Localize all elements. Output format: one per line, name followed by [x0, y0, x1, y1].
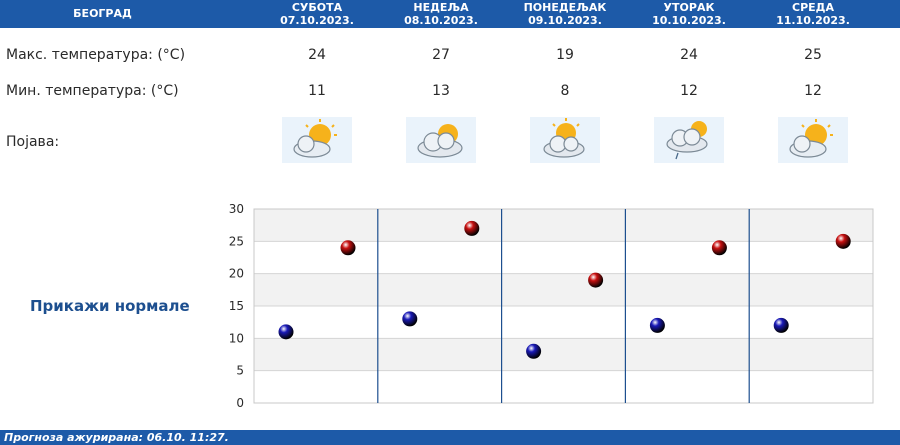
day-header-4: УТОРАК 10.10.2023. [627, 0, 751, 29]
forecast-updated-text: Прогноза ажурирана: 06.10. 11:27. [4, 431, 229, 444]
day-name: СРЕДА [792, 1, 834, 14]
sun-cloud-icon [282, 117, 352, 163]
day-header-1: СУБОТА 07.10.2023. [255, 0, 379, 29]
y-tick-label: 10 [229, 331, 244, 345]
footer-bar: Прогноза ажурирана: 06.10. 11:27. [0, 430, 900, 445]
city-name: БЕОГРАД [73, 7, 132, 20]
min-temp-label: Мин. температура: (°C) [6, 83, 179, 99]
chart-band [254, 338, 873, 371]
day-header-2: НЕДЕЉА 08.10.2023. [379, 0, 503, 29]
day-date: 10.10.2023. [652, 14, 726, 27]
cloud-rain-sun-icon [654, 117, 724, 163]
max-temp-value: 19 [556, 47, 574, 63]
day-date: 07.10.2023. [280, 14, 354, 27]
day-name: УТОРАК [663, 1, 715, 14]
y-tick-label: 30 [229, 202, 244, 216]
day-name: ПОНЕДЕЉАК [523, 1, 607, 14]
temperature-chart: 0 5 10 15 20 25 30 [229, 202, 874, 410]
day-date: 08.10.2023. [404, 14, 478, 27]
day-name: СУБОТА [291, 1, 343, 14]
day-date: 11.10.2023. [776, 14, 850, 27]
phenomenon-label: Појава: [6, 134, 60, 150]
min-temp-point [278, 324, 294, 340]
sun-cloud-icon [778, 117, 848, 163]
day-header-3: ПОНЕДЕЉАК 09.10.2023. [503, 0, 627, 29]
day-date: 09.10.2023. [528, 14, 602, 27]
min-temp-point [649, 317, 665, 333]
cloud-sun-icon [406, 117, 476, 163]
min-temp-value: 8 [560, 83, 570, 99]
sun-cloud-icon [530, 117, 600, 163]
plot-border [253, 208, 874, 404]
max-temp-value: 24 [680, 47, 698, 63]
max-temp-label: Макс. температура: (°C) [6, 47, 186, 63]
y-tick-label: 25 [229, 234, 244, 248]
chart-band [254, 209, 873, 242]
y-tick-label: 0 [236, 396, 244, 410]
min-temp-point [773, 317, 789, 333]
max-temp-point [835, 233, 851, 249]
y-tick-label: 20 [229, 267, 244, 281]
day-name: НЕДЕЉА [413, 1, 469, 14]
forecast-header: БЕОГРАД СУБОТА 07.10.2023. НЕДЕЉА 08.10.… [0, 0, 900, 28]
min-temp-point [402, 311, 418, 327]
chart-band [254, 273, 873, 306]
y-tick-label: 15 [229, 299, 244, 313]
chart-band [254, 370, 873, 403]
max-temp-point [464, 220, 480, 236]
min-temp-value: 11 [308, 83, 326, 99]
max-temp-point [340, 240, 356, 256]
chart-band [254, 306, 873, 339]
show-normals-link[interactable]: Прикажи нормале [30, 297, 190, 315]
min-temp-value: 12 [680, 83, 698, 99]
y-tick-label: 5 [236, 364, 244, 378]
max-temp-point [588, 272, 604, 288]
max-temp-value: 25 [804, 47, 822, 63]
max-temp-point [711, 240, 727, 256]
min-temp-value: 13 [432, 83, 450, 99]
max-temp-value: 24 [308, 47, 326, 63]
max-temp-value: 27 [432, 47, 450, 63]
chart-band [254, 241, 873, 274]
min-temp-value: 12 [804, 83, 822, 99]
day-header-5: СРЕДА 11.10.2023. [751, 0, 875, 29]
min-temp-point [526, 343, 542, 359]
